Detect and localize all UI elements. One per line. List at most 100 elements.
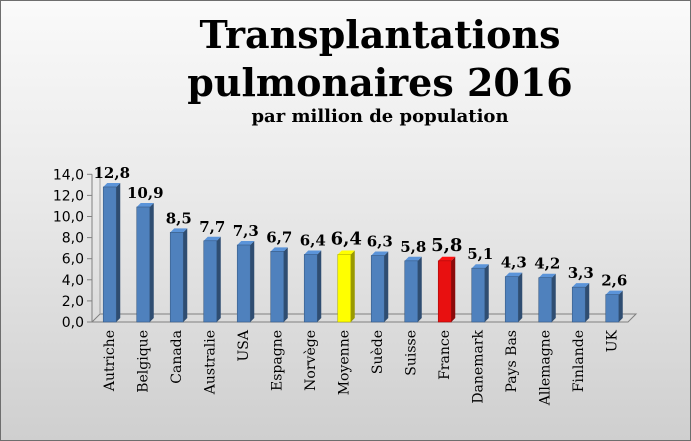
bar-side <box>518 272 523 322</box>
bar-side <box>484 264 489 322</box>
bar-top <box>304 250 322 255</box>
data-label: 6,4 <box>331 228 362 249</box>
bar-side <box>618 290 623 322</box>
bar-front <box>605 294 620 323</box>
bar-side <box>317 250 322 322</box>
data-label: 6,4 <box>300 231 326 249</box>
bar-pays-bas <box>504 272 523 323</box>
bar-autriche <box>102 182 121 323</box>
category-label: Belgique <box>135 330 151 393</box>
bar-top <box>505 272 523 277</box>
category-label: UK <box>604 329 620 352</box>
y-tick-label: 14,0 <box>53 167 84 183</box>
bar-suède <box>370 251 389 323</box>
bar-top <box>471 264 489 269</box>
bar-usa <box>236 240 255 323</box>
data-label: 6,7 <box>266 228 292 246</box>
bar-side <box>417 256 422 322</box>
bar-france <box>437 256 456 323</box>
y-tick-label: 8,0 <box>62 231 84 247</box>
bar-side <box>283 247 288 322</box>
bar-side <box>350 250 355 322</box>
category-label: Danemark <box>470 329 486 403</box>
bar-front <box>303 254 318 323</box>
bar-moyenne <box>337 250 355 323</box>
bar-espagne <box>270 247 288 323</box>
y-tick-label: 6,0 <box>62 252 84 268</box>
bar-top <box>237 240 255 245</box>
bar-front <box>538 277 553 323</box>
bar-front <box>370 255 385 323</box>
bar-front <box>136 206 151 323</box>
chart-title-line1: Transplantations <box>199 12 561 57</box>
bar-front <box>169 232 184 323</box>
bar-front <box>504 276 519 323</box>
category-label: Norvège <box>303 330 319 391</box>
bar-side <box>551 273 556 322</box>
bar-front <box>571 286 586 323</box>
data-label: 12,8 <box>93 164 130 182</box>
bar-allemagne <box>538 273 556 323</box>
bar-front <box>404 260 419 323</box>
bar-finlande <box>571 283 590 323</box>
bar-side <box>149 203 154 322</box>
data-label: 5,8 <box>431 235 462 256</box>
bar-side <box>585 283 590 322</box>
category-label: Suède <box>370 330 386 374</box>
y-tick-label: 0,0 <box>62 315 84 331</box>
bar-top <box>404 256 422 261</box>
data-label: 3,3 <box>568 264 594 282</box>
data-label: 6,3 <box>367 233 393 251</box>
bar-danemark <box>471 264 489 323</box>
chart-subtitle: par million de population <box>251 106 509 127</box>
bar-top <box>371 251 389 256</box>
bar-top <box>572 283 590 288</box>
category-label: USA <box>236 329 252 361</box>
bar-norvège <box>303 250 322 323</box>
category-label: Allemagne <box>537 330 553 406</box>
y-tick-label: 10,0 <box>53 210 84 226</box>
bar-front <box>270 251 285 323</box>
bar-top <box>337 250 355 255</box>
bar-canada <box>169 228 188 323</box>
bar-belgique <box>136 203 154 323</box>
bar-side <box>116 182 121 322</box>
bar-top <box>538 273 556 278</box>
category-label: Espagne <box>269 330 285 391</box>
bar-top <box>170 228 188 233</box>
category-label: Autriche <box>102 330 118 392</box>
data-label: 7,3 <box>233 222 259 240</box>
data-label: 8,5 <box>166 209 192 227</box>
category-label: Australie <box>202 330 218 395</box>
chart-title-line2: pulmonaires 2016 <box>187 60 573 105</box>
y-tick-label: 12,0 <box>53 188 84 204</box>
category-label: Pays Bas <box>504 330 520 393</box>
data-label: 10,9 <box>127 184 164 202</box>
bar-side <box>384 251 389 322</box>
category-label: France <box>437 330 453 380</box>
category-label: Finlande <box>571 330 587 392</box>
bar-front <box>236 244 251 323</box>
bar-top <box>203 236 221 241</box>
bar-top <box>605 290 623 295</box>
bar-front <box>471 267 486 323</box>
bar-top <box>438 256 456 261</box>
y-tick-label: 4,0 <box>62 273 84 289</box>
bar-front <box>203 240 218 323</box>
bar-front <box>102 186 117 323</box>
bar-top <box>103 182 121 187</box>
bar-side <box>216 236 221 322</box>
y-tick-label: 2,0 <box>62 294 84 310</box>
bar-front <box>337 254 352 323</box>
data-label: 2,6 <box>601 272 627 290</box>
bar-top <box>136 203 154 208</box>
category-label: Suisse <box>403 330 419 376</box>
bar-uk <box>605 290 623 323</box>
bar-side <box>250 240 255 322</box>
bar-australie <box>203 236 221 323</box>
data-label: 5,8 <box>400 238 426 256</box>
bar-front <box>437 260 452 323</box>
category-label: Moyenne <box>336 330 352 395</box>
bar-side <box>451 256 456 322</box>
